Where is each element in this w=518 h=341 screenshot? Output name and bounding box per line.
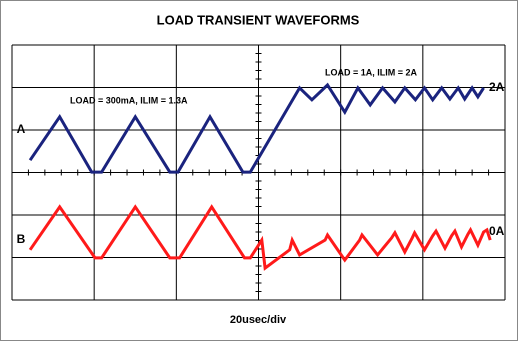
series-line — [28, 82, 485, 174]
series-label: B — [17, 232, 26, 246]
series-label: A — [17, 122, 26, 136]
annotation: 2A — [489, 80, 505, 94]
chart-title: LOAD TRANSIENT WAVEFORMS — [157, 12, 360, 27]
annotation: LOAD = 1A, ILIM = 2A — [325, 67, 418, 77]
series-line — [28, 204, 492, 271]
x-axis-label: 20usec/div — [230, 314, 287, 326]
annotation: 0A — [489, 224, 505, 238]
annotation: LOAD = 300mA, ILIM = 1.3A — [70, 95, 188, 105]
